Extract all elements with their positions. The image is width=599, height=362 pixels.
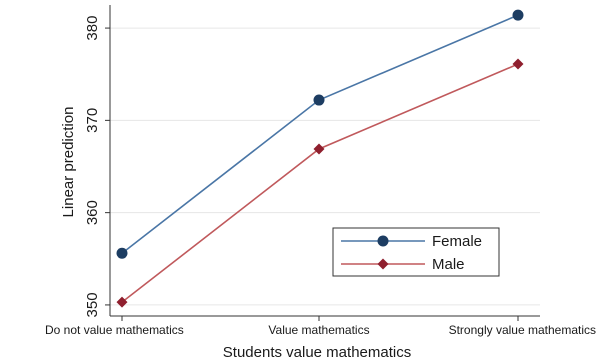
data-point-female xyxy=(116,247,128,259)
legend-label-female: Female xyxy=(432,233,482,250)
x-axis-ticks: Do not value mathematics Value mathematic… xyxy=(45,316,596,337)
legend: Female Male xyxy=(332,227,500,277)
y-axis-title: Linear prediction xyxy=(60,107,77,218)
legend-marker-female xyxy=(377,235,389,247)
legend-label-male: Male xyxy=(432,256,465,273)
y-tick-label: 360 xyxy=(84,200,101,225)
legend-marker-male xyxy=(377,258,389,270)
x-axis-title: Students value mathematics xyxy=(223,344,411,361)
series-line-female xyxy=(121,14,519,254)
x-tick-label: Value mathematics xyxy=(268,323,369,337)
legend-box xyxy=(332,227,500,277)
data-point-male xyxy=(313,143,325,155)
x-tick-label: Strongly value mathematics xyxy=(449,323,596,337)
y-tick-label: 380 xyxy=(84,16,101,41)
grid-lines xyxy=(110,27,540,306)
y-tick-label: 370 xyxy=(84,108,101,133)
x-tick-label: Do not value mathematics xyxy=(45,323,184,337)
data-point-male xyxy=(116,296,128,308)
data-point-male xyxy=(512,58,524,70)
series-group xyxy=(116,9,524,308)
y-tick-label: 350 xyxy=(84,292,101,317)
data-point-female xyxy=(512,9,524,21)
y-axis-ticks: 350 360 370 380 xyxy=(84,16,110,317)
data-point-female xyxy=(313,94,325,106)
